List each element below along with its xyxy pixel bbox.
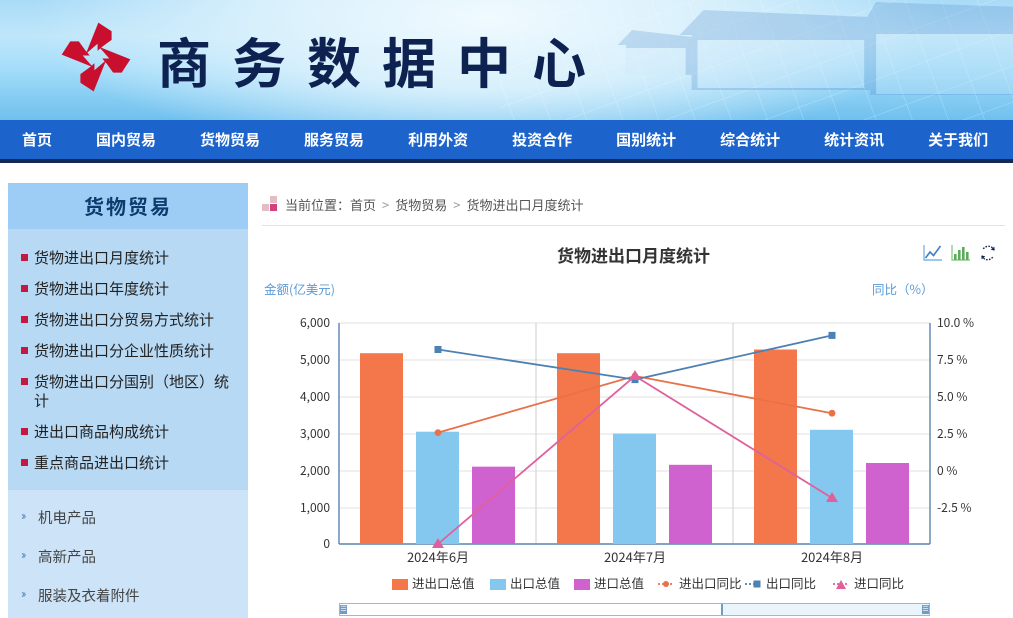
svg-text:3,000: 3,000 bbox=[300, 425, 330, 442]
svg-text:2024年7月: 2024年7月 bbox=[604, 547, 666, 566]
svg-text:出口同比: 出口同比 bbox=[766, 573, 816, 592]
svg-text:金额(亿美元): 金额(亿美元) bbox=[264, 280, 335, 298]
svg-text:同比（%）: 同比（%） bbox=[872, 280, 934, 298]
svg-text:6,000: 6,000 bbox=[300, 314, 330, 331]
svg-text:2024年8月: 2024年8月 bbox=[801, 547, 863, 566]
svg-text:2024年6月: 2024年6月 bbox=[407, 547, 469, 566]
svg-text:1,000: 1,000 bbox=[300, 499, 330, 516]
svg-text:进口同比: 进口同比 bbox=[854, 573, 904, 592]
svg-text:5,000: 5,000 bbox=[300, 351, 330, 368]
svg-text:10.0 %: 10.0 % bbox=[937, 314, 974, 331]
svg-text:2,000: 2,000 bbox=[300, 462, 330, 479]
svg-text:4,000: 4,000 bbox=[300, 388, 330, 405]
svg-text:进出口总值: 进出口总值 bbox=[412, 573, 475, 592]
svg-text:5.0 %: 5.0 % bbox=[937, 388, 967, 405]
svg-text:0 %: 0 % bbox=[937, 462, 957, 479]
svg-text:0: 0 bbox=[323, 535, 330, 552]
svg-text:7.5 %: 7.5 % bbox=[937, 351, 967, 368]
svg-text:进出口同比: 进出口同比 bbox=[679, 573, 742, 592]
svg-text:进口总值: 进口总值 bbox=[594, 573, 644, 592]
svg-text:出口总值: 出口总值 bbox=[510, 573, 560, 592]
svg-text:2.5 %: 2.5 % bbox=[937, 425, 967, 442]
svg-text:-2.5 %: -2.5 % bbox=[937, 499, 972, 516]
